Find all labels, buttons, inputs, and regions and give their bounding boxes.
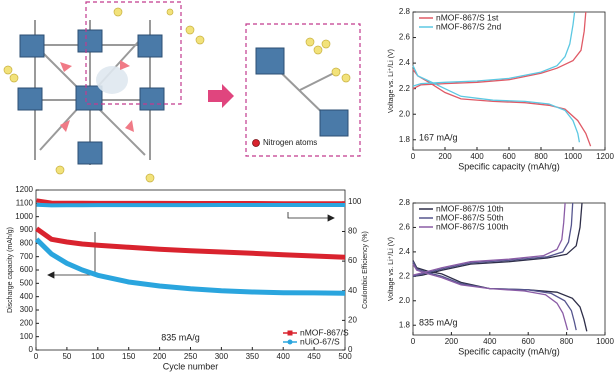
y-tick-label: 2.6 <box>399 33 411 42</box>
y-tick-label: 1.8 <box>399 135 411 144</box>
y-tick-label: 2.2 <box>399 271 411 280</box>
x-tick-label: 50 <box>62 352 71 361</box>
x-tick-label: 600 <box>502 152 516 161</box>
y-tick-label: 1200 <box>15 185 33 194</box>
x-tick-label: 250 <box>184 352 198 361</box>
x-tick-label: 1000 <box>596 337 614 346</box>
efficiency-trace <box>36 198 345 206</box>
x-axis-label: Specific capacity (mAh/g) <box>458 346 560 356</box>
y-tick-label: 500 <box>20 278 34 287</box>
y-tick-label: 2.8 <box>399 198 411 207</box>
y2-tick-label: 40 <box>348 286 357 295</box>
y-tick-label: 600 <box>20 265 34 274</box>
y2-tick-label: 100 <box>348 197 362 206</box>
y2-tick-label: 60 <box>348 256 357 265</box>
x-tick-label: 200 <box>153 352 167 361</box>
y-tick-label: 2.4 <box>399 58 411 67</box>
capacity-trace <box>35 226 346 260</box>
y2-tick-label: 0 <box>348 345 353 354</box>
y-tick-label: 1000 <box>15 212 33 221</box>
y-tick-label: 1100 <box>16 198 34 207</box>
y-tick-label: 200 <box>20 318 34 327</box>
x-tick-label: 400 <box>277 352 291 361</box>
y-tick-label: 2.6 <box>399 223 411 232</box>
legend-label: nMOF-867/S 50th <box>436 212 504 222</box>
voltage-curve <box>412 11 581 143</box>
legend-label: nMOF-867/S 1st <box>436 12 499 22</box>
legend-label: nMOF-867/S 100th <box>436 221 509 231</box>
plot-frame <box>412 202 606 336</box>
x-tick-label: 200 <box>438 152 452 161</box>
x-tick-label: 200 <box>445 337 459 346</box>
legend-marker <box>287 330 293 336</box>
y2-axis-label: Coulombic Efficiency (%) <box>362 231 369 309</box>
x-tick-label: 350 <box>246 352 260 361</box>
y-tick-label: 800 <box>20 238 34 247</box>
y-tick-label: 400 <box>20 292 34 301</box>
y-axis-label: Voltage vs. Li⁺/Li (V) <box>388 49 395 113</box>
y-tick-label: 2.0 <box>399 296 411 305</box>
x-tick-label: 0 <box>411 152 416 161</box>
y-tick-label: 900 <box>20 225 34 234</box>
y-tick-label: 300 <box>20 305 34 314</box>
efficiency-trace <box>36 202 345 208</box>
x-tick-label: 800 <box>560 337 574 346</box>
x-tick-label: 600 <box>522 337 536 346</box>
x-tick-label: 0 <box>411 337 416 346</box>
x-tick-label: 500 <box>338 352 352 361</box>
y-tick-label: 0 <box>29 345 34 354</box>
y-tick-label: 2.0 <box>399 109 411 118</box>
legend-label: nMOF-867/S 2nd <box>436 21 501 31</box>
y2-tick-label: 80 <box>348 227 357 236</box>
x-tick-label: 300 <box>215 352 229 361</box>
y-tick-label: 2.4 <box>399 247 411 256</box>
y-tick-label: 2.2 <box>399 84 411 93</box>
x-tick-label: 450 <box>307 352 321 361</box>
voltage-curve <box>412 11 592 147</box>
rate-annotation: 167 mA/g <box>419 132 458 142</box>
x-tick-label: 800 <box>534 152 548 161</box>
mof-illustration: Nitrogen atoms <box>3 1 361 183</box>
x-tick-label: 100 <box>91 352 105 361</box>
legend-marker <box>287 339 293 345</box>
voltage-curve <box>412 202 569 331</box>
legend-label: nUiO-67/S <box>300 336 340 346</box>
legend-label: nMOF-867/S 10th <box>436 203 504 213</box>
x-tick-label: 150 <box>122 352 136 361</box>
x-tick-label: 0 <box>34 352 39 361</box>
capacity-trace <box>34 237 346 296</box>
y-tick-label: 2.8 <box>399 7 411 16</box>
y-tick-label: 1.8 <box>399 320 411 329</box>
x-tick-label: 400 <box>470 152 484 161</box>
y-tick-label: 100 <box>20 332 34 341</box>
y-tick-label: 700 <box>20 252 34 261</box>
x-axis-label: Specific capacity (mAh/g) <box>458 161 560 171</box>
x-tick-label: 1200 <box>596 152 614 161</box>
x-axis-label: Cycle number <box>163 361 219 371</box>
rate-annotation: 835 mA/g <box>419 317 458 327</box>
x-tick-label: 1000 <box>564 152 582 161</box>
rate-annotation: 835 mA/g <box>161 332 200 342</box>
x-tick-label: 400 <box>483 337 497 346</box>
legend-label: nMOF-867/S <box>300 327 349 337</box>
y2-tick-label: 20 <box>348 315 357 324</box>
y-axis-label: Voltage vs. Li⁺/Li (V) <box>388 237 395 301</box>
illustration-legend: Nitrogen atoms <box>263 138 317 147</box>
y-axis-label: Discharge capacity (mAh/g) <box>7 227 14 313</box>
